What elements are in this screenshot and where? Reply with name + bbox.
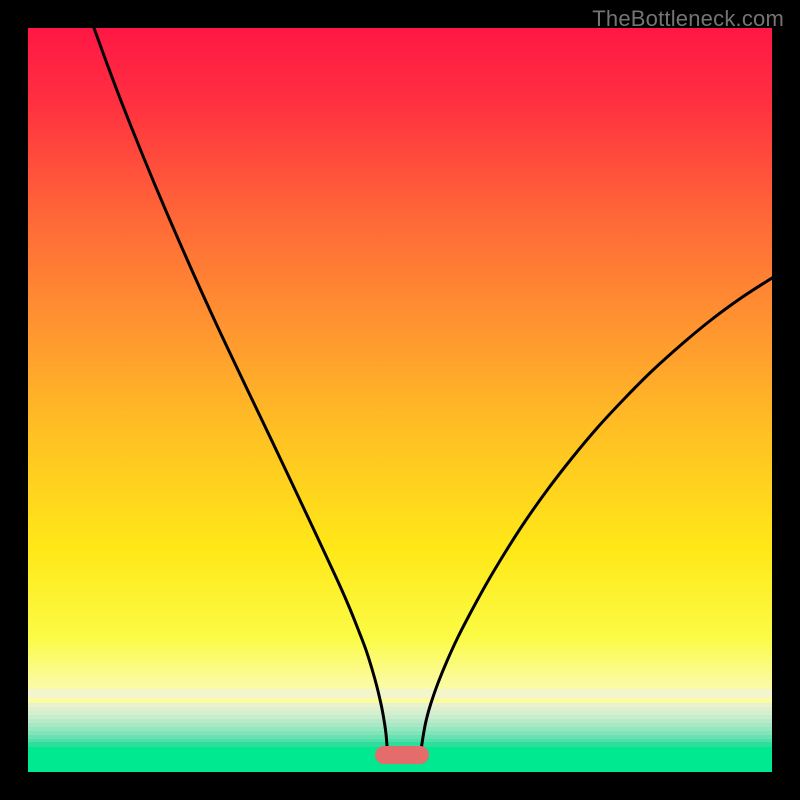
- curve-left-branch: [94, 28, 388, 761]
- curve-right-branch: [420, 278, 772, 761]
- chart-frame: TheBottleneck.com: [0, 0, 800, 800]
- curve-svg: [28, 28, 772, 772]
- plot-area: [28, 28, 772, 772]
- optimal-marker: [375, 746, 429, 764]
